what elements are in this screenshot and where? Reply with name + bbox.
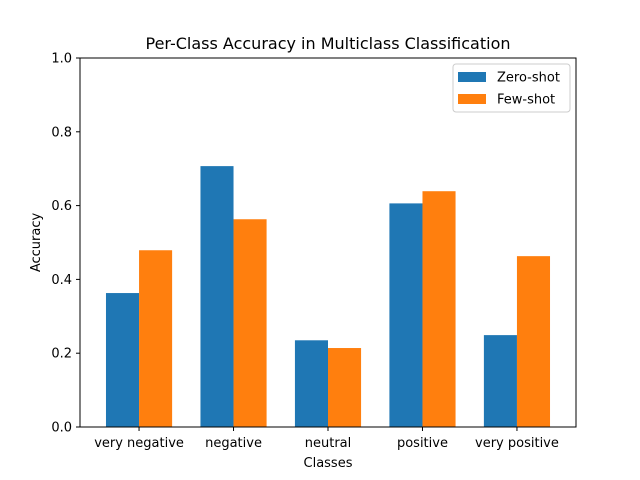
legend-swatch [458, 94, 486, 104]
plot-frame [79, 57, 577, 428]
x-tick-label: positive [397, 436, 448, 451]
bar-zero-shot-neutral [294, 340, 328, 427]
bar-zero-shot-very-positive [483, 335, 517, 427]
y-tick-label: 0.8 [51, 125, 72, 140]
legend: Zero-shot Few-shot [452, 63, 571, 113]
x-tick-label: very positive [475, 436, 559, 451]
legend-label: Zero-shot [497, 71, 560, 86]
bar-few-shot-very-positive [516, 256, 551, 427]
y-axis-label: Accuracy [29, 213, 44, 273]
bar-zero-shot-very-negative [105, 293, 140, 427]
x-axis-label: Classes [304, 456, 353, 471]
bar-few-shot-neutral [328, 348, 362, 427]
y-tick-label: 0.6 [51, 199, 72, 214]
chart-title: Per-Class Accuracy in Multiclass Classif… [145, 34, 510, 53]
bar-zero-shot-negative [200, 166, 234, 427]
legend-swatch [458, 72, 486, 82]
y-tick-label: 0.2 [51, 347, 72, 362]
y-tick-label: 0.0 [51, 421, 72, 436]
y-tick-label: 1.0 [51, 52, 72, 67]
bar-few-shot-negative [233, 219, 267, 427]
legend-label: Few-shot [497, 93, 555, 108]
x-tick-label: neutral [305, 436, 352, 451]
bar-zero-shot-positive [389, 203, 423, 427]
y-axis: 0.0 0.2 0.4 0.6 0.8 1.0 [51, 52, 80, 436]
x-axis: very negative negative neutral positive very… [94, 427, 559, 451]
x-tick-label: very negative [94, 436, 184, 451]
bar-few-shot-very-negative [139, 250, 173, 427]
y-tick-label: 0.4 [51, 273, 72, 288]
bar-few-shot-positive [422, 191, 456, 427]
bars-group [105, 166, 551, 427]
x-tick-label: negative [205, 436, 262, 451]
